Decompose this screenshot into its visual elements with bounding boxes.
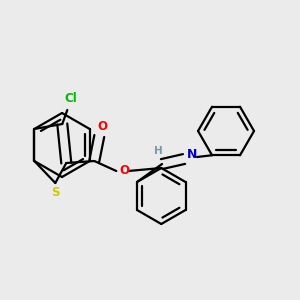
Text: Cl: Cl — [64, 92, 77, 104]
Text: O: O — [119, 164, 129, 178]
Text: S: S — [51, 187, 59, 200]
Text: H: H — [154, 146, 162, 156]
Text: O: O — [97, 119, 107, 133]
Text: N: N — [187, 148, 197, 161]
